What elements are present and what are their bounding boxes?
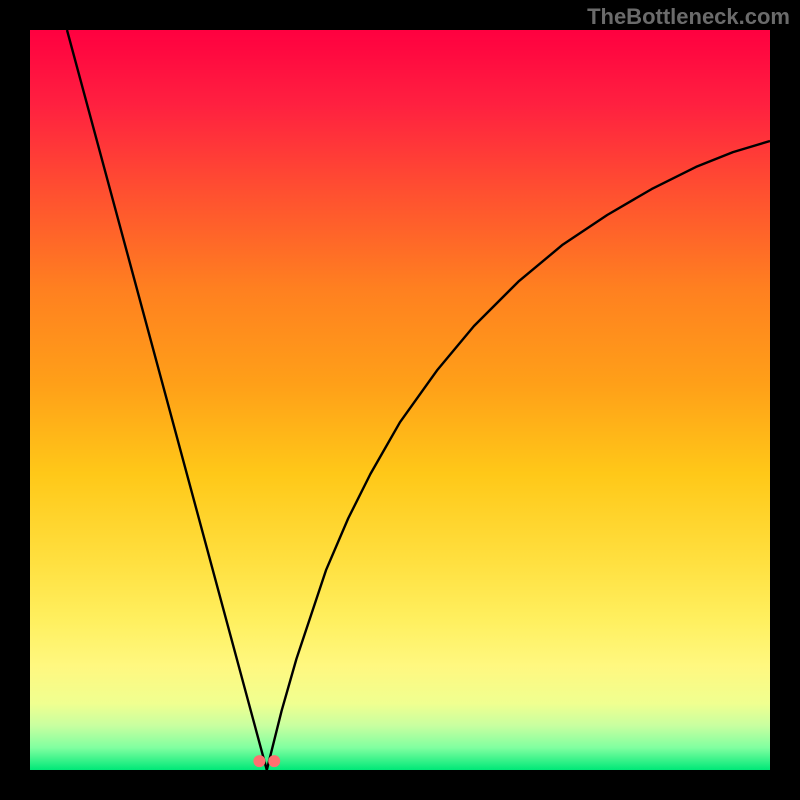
- watermark-text: TheBottleneck.com: [587, 4, 790, 30]
- plot-area: [30, 30, 770, 770]
- min-marker: [268, 755, 280, 767]
- bottleneck-curve: [67, 30, 770, 770]
- curve-layer: [30, 30, 770, 770]
- min-marker: [253, 755, 265, 767]
